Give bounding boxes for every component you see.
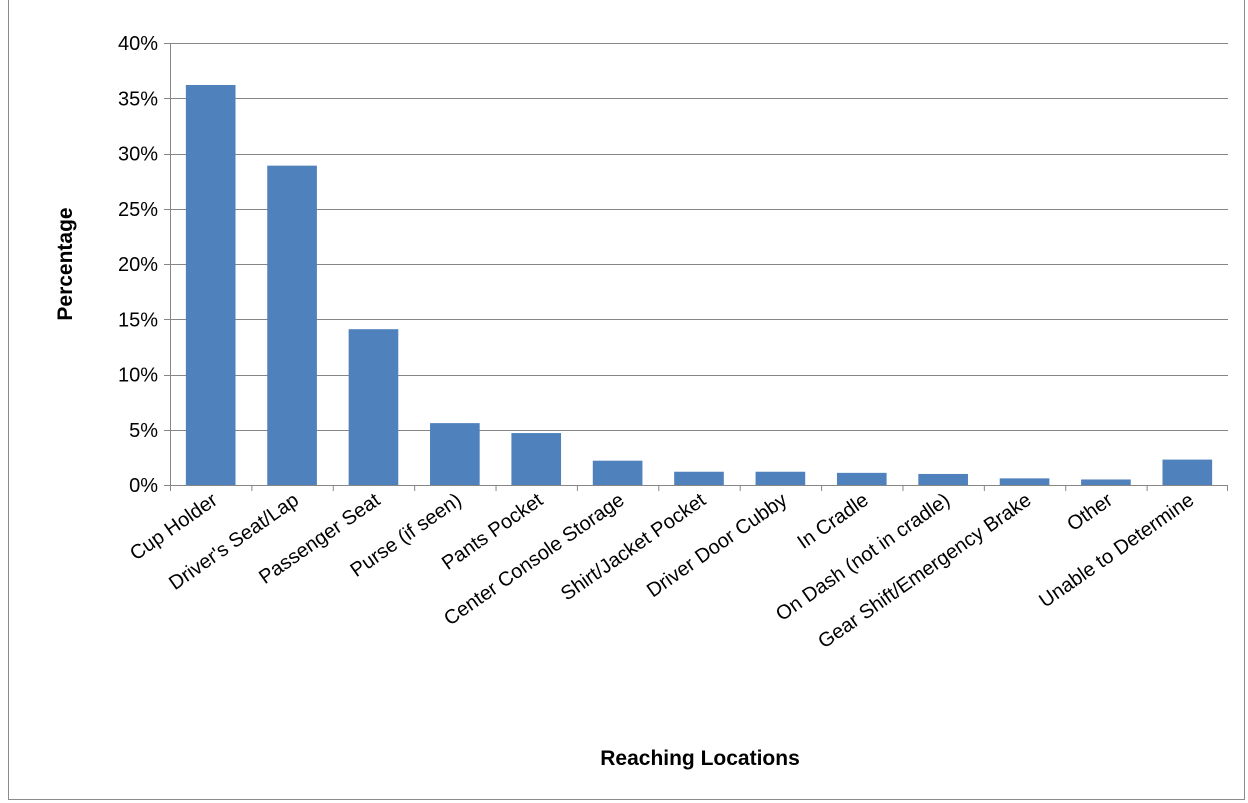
bar	[918, 473, 968, 485]
y-tick-labels: 0% 5% 10% 15% 20% 25% 30% 35% 40%	[118, 33, 158, 497]
bar	[592, 460, 643, 485]
bar	[1162, 459, 1213, 485]
bar	[755, 471, 806, 485]
axes	[170, 43, 1228, 486]
x-tick-label: Driver Door Cubby	[643, 489, 791, 602]
bar	[999, 478, 1050, 485]
y-tick-label: 10%	[118, 365, 158, 387]
gridlines	[164, 43, 1228, 486]
bar	[267, 165, 317, 485]
x-tick-label: In Cradle	[794, 489, 873, 554]
bar	[430, 423, 480, 485]
bar	[185, 84, 236, 486]
y-tick-label: 25%	[118, 199, 158, 221]
bar	[511, 433, 562, 485]
bar	[674, 471, 724, 485]
y-tick-label: 40%	[118, 33, 158, 55]
y-tick-label: 0%	[129, 475, 158, 497]
y-tick-label: 5%	[129, 420, 158, 442]
x-tick-label: Shirt/Jacket Pocket	[557, 489, 710, 605]
bar	[836, 472, 887, 485]
bar	[348, 329, 399, 485]
y-tick-label: 30%	[118, 144, 158, 166]
x-tick-label: Other	[1063, 489, 1117, 536]
bars	[185, 84, 1213, 486]
x-axis-title: Reaching Locations	[600, 747, 800, 770]
x-tick-label: Unable to Determine	[1035, 489, 1198, 612]
y-tick-label: 20%	[118, 254, 158, 276]
y-tick-label: 35%	[118, 88, 158, 110]
y-axis-title: Percentage	[54, 207, 77, 320]
y-tick-label: 15%	[118, 309, 158, 331]
bar	[1081, 479, 1131, 485]
